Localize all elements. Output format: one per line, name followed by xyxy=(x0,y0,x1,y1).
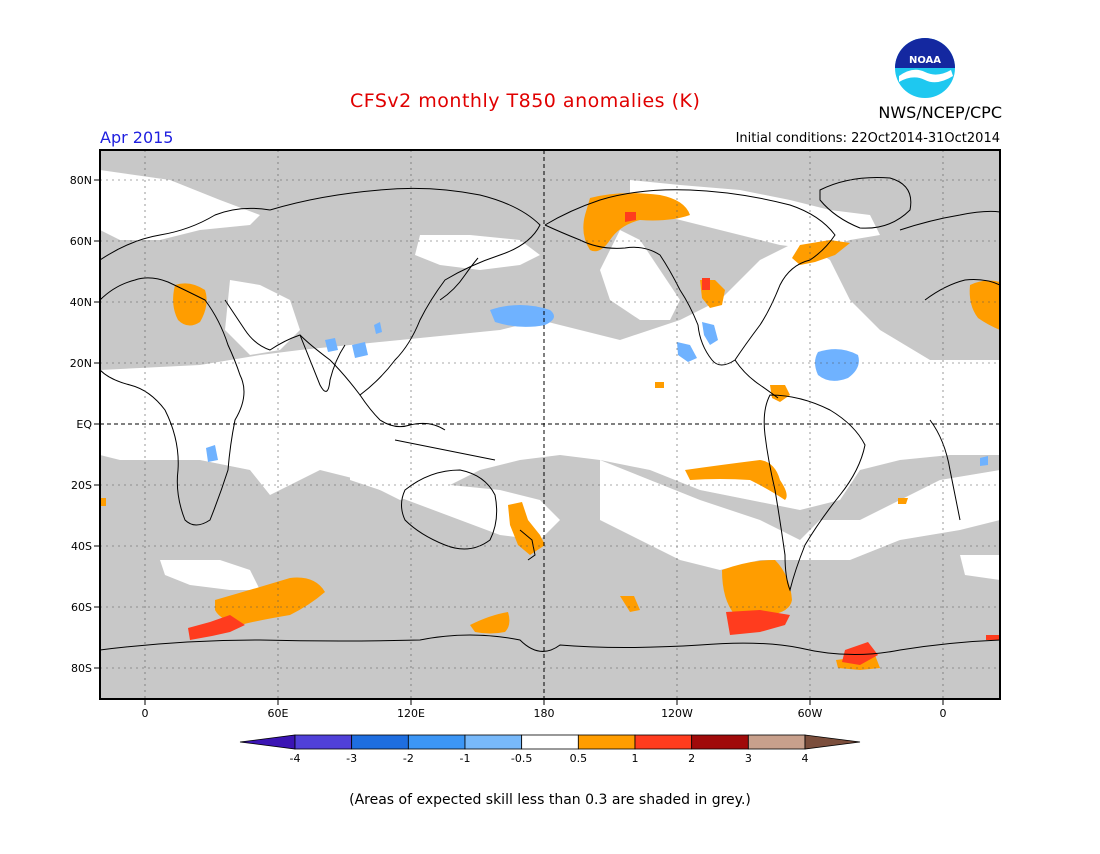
initial-conditions: Initial conditions: 22Oct2014-31Oct2014 xyxy=(735,131,1000,146)
colorbar: -4 -3 -2 -1 -0.5 0.5 1 2 3 4 xyxy=(239,734,861,765)
colorbar-label: -1 xyxy=(460,752,471,765)
coastlines xyxy=(100,177,1000,656)
colorbar-label: 4 xyxy=(802,752,809,765)
colorbar-swatch xyxy=(747,734,806,750)
lat-label: 80S xyxy=(71,662,92,675)
positive-anomaly-regions xyxy=(100,193,1000,670)
colorbar-label: -2 xyxy=(403,752,414,765)
lat-label: 60N xyxy=(70,235,92,248)
figure-title: CFSv2 monthly T850 anomalies (K) xyxy=(350,90,701,112)
lon-label: 0 xyxy=(142,707,149,720)
noaa-logo-text: NOAA xyxy=(909,55,941,66)
colorbar-label: -4 xyxy=(290,752,301,765)
lat-label: 80N xyxy=(70,174,92,187)
lon-ticks xyxy=(144,699,944,705)
lat-label: 40S xyxy=(71,540,92,553)
graticule xyxy=(100,150,1000,699)
colorbar-swatch xyxy=(521,734,579,750)
lat-label: 60S xyxy=(71,601,92,614)
colorbar-label: 0.5 xyxy=(570,752,588,765)
noaa-logo: NOAA xyxy=(895,38,955,98)
colorbar-swatch xyxy=(351,734,409,750)
lon-label: 120W xyxy=(661,707,693,720)
colorbar-label: 2 xyxy=(688,752,695,765)
lat-label: 40N xyxy=(70,296,92,309)
agency-label: NWS/NCEP/CPC xyxy=(878,103,1002,122)
strong-positive-anomaly-regions xyxy=(188,212,1000,665)
lat-label: 20S xyxy=(71,479,92,492)
colorbar-swatch xyxy=(464,734,523,750)
colorbar-label: -3 xyxy=(346,752,357,765)
colorbar-swatch xyxy=(634,734,693,750)
colorbar-label: -0.5 xyxy=(511,752,532,765)
colorbar-swatch xyxy=(691,734,749,750)
colorbar-label: 3 xyxy=(745,752,752,765)
colorbar-swatch xyxy=(294,734,353,750)
lat-label: EQ xyxy=(76,418,92,431)
colorbar-swatch xyxy=(407,734,466,750)
lon-label: 180 xyxy=(534,707,555,720)
lon-label: 60E xyxy=(268,707,289,720)
equator-dateline xyxy=(100,150,1000,699)
anomaly-field xyxy=(100,150,1000,699)
lon-label: 60W xyxy=(798,707,823,720)
forecast-month: Apr 2015 xyxy=(100,128,174,147)
lat-labels: 80N 60N 40N 20N EQ 20S 40S 60S 80S xyxy=(70,174,93,675)
colorbar-label: 1 xyxy=(632,752,639,765)
white-regions xyxy=(100,170,1000,590)
footnote: (Areas of expected skill less than 0.3 a… xyxy=(349,792,751,808)
colorbar-swatch xyxy=(577,734,636,750)
lon-labels: 0 60E 120E 180 120W 60W 0 xyxy=(142,707,947,720)
lat-ticks xyxy=(94,179,100,669)
lon-label: 0 xyxy=(940,707,947,720)
colorbar-swatch xyxy=(804,734,861,750)
negative-anomaly-regions xyxy=(206,305,988,466)
lon-label: 120E xyxy=(397,707,425,720)
lat-label: 20N xyxy=(70,357,92,370)
colorbar-swatch xyxy=(239,734,296,750)
